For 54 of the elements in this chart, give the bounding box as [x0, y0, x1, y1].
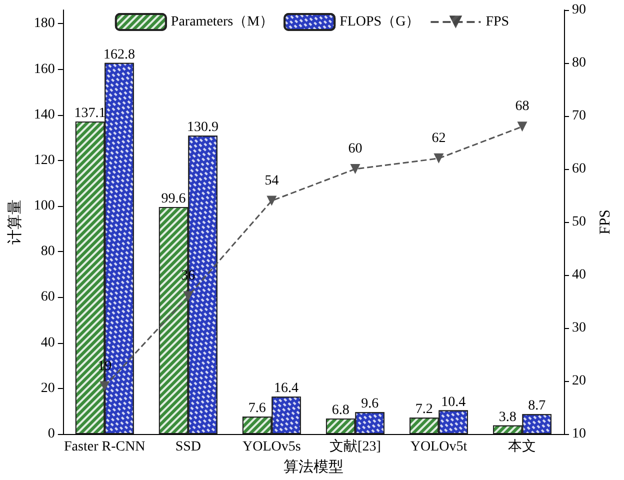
y-tick-label: 40 [40, 335, 55, 350]
point [350, 164, 360, 174]
y-tick-label: 0 [48, 426, 55, 442]
y2-tick-label: 50 [572, 214, 586, 230]
y2-tick-label: 10 [572, 426, 586, 442]
legend-label: Parameters（M） [170, 14, 274, 30]
point [266, 196, 277, 206]
y-tick-label: 80 [40, 244, 55, 260]
x-tick-label: YOLOv5t [410, 440, 468, 454]
y-tick-label: 140 [34, 107, 55, 122]
data-label: 7.2 [415, 402, 433, 418]
data-label: 16.4 [274, 381, 299, 396]
y2-tick-label: 90 [572, 2, 586, 18]
y-tick-label: 60 [40, 290, 55, 305]
data-label: 7.6 [248, 401, 266, 416]
data-label: 19 [98, 358, 112, 374]
y-tick-label: 100 [34, 198, 55, 214]
legend-label: FLOPS（G） [340, 14, 420, 30]
y2-tick-label: 40 [572, 268, 586, 282]
y2-tick-label: 20 [572, 374, 586, 388]
legend-label: FPS [486, 14, 510, 30]
data-label: 99.6 [161, 191, 186, 206]
y2-tick-label: 80 [572, 56, 586, 70]
data-label: 36 [181, 268, 196, 284]
data-label: 60 [348, 142, 362, 156]
x-tick-label: SSD [175, 440, 202, 454]
y2-axis-title: FPS [598, 209, 614, 235]
data-label: 3.8 [498, 410, 516, 425]
data-label: 9.6 [361, 396, 379, 412]
data-label: 54 [264, 173, 279, 188]
x-tick-label: Faster R-CNN [64, 440, 146, 454]
point [100, 381, 110, 392]
data-label: 62 [432, 130, 446, 146]
point [434, 153, 444, 164]
x-tick-label: 文献[23] [330, 438, 381, 454]
y-axis-title: 计算量 [6, 200, 24, 244]
data-label: 8.7 [528, 398, 546, 414]
point [517, 122, 528, 132]
data-label: 68 [515, 99, 530, 114]
y2-tick-label: 60 [572, 162, 586, 176]
data-label: 162.8 [104, 47, 136, 62]
x-tick-label: YOLOv5s [242, 440, 301, 454]
x-tick-label: 本文 [508, 438, 536, 454]
y-tick-label: 160 [34, 62, 55, 77]
point [183, 291, 194, 302]
y2-tick-label: 30 [572, 320, 586, 336]
y-tick-label: 120 [34, 152, 55, 168]
y2-tick-label: 70 [572, 108, 586, 124]
data-label: 10.4 [441, 394, 466, 410]
y-tick-label: 20 [40, 380, 55, 396]
data-label: 6.8 [332, 403, 350, 418]
data-label: 130.9 [187, 120, 219, 136]
y-tick-label: 180 [34, 16, 55, 32]
x-axis-title: 算法模型 [283, 458, 344, 476]
